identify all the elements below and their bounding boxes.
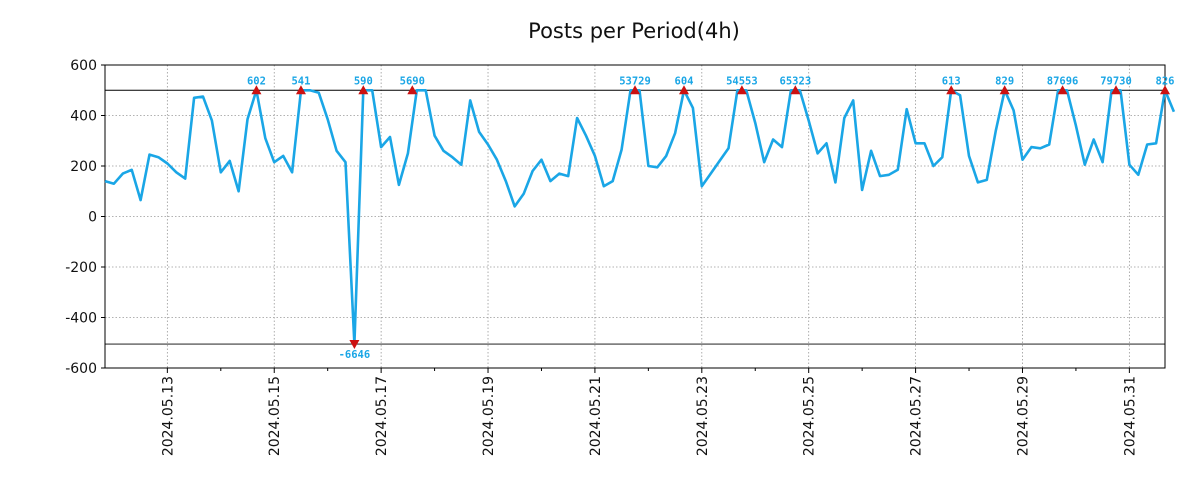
peak-label: 604: [675, 75, 694, 87]
y-tick-label: 400: [70, 109, 97, 125]
x-tick-label: 2024.05.27: [909, 376, 925, 456]
x-tick-label: 2024.05.23: [695, 376, 711, 456]
plot-frame: [104, 64, 1166, 369]
peak-label: 541: [291, 75, 310, 87]
peak-marker-up: [1111, 85, 1122, 95]
x-tick-label: 2024.05.21: [588, 376, 604, 456]
peak-marker-down: [349, 340, 360, 350]
peak-marker-up: [790, 85, 801, 95]
x-tick-label: 2024.05.31: [1122, 376, 1138, 456]
y-tick-label: -200: [65, 260, 97, 276]
peak-marker-up: [1057, 85, 1068, 95]
y-tick-label: 600: [70, 58, 97, 74]
chart-title: Posts per Period(4h): [528, 19, 740, 43]
peak-markers: [251, 85, 1170, 350]
peak-label: 65323: [780, 75, 812, 87]
y-tick-label: -400: [65, 311, 97, 327]
peak-marker-up: [1160, 85, 1170, 95]
peak-label: 613: [942, 75, 961, 87]
peak-marker-up: [999, 85, 1010, 95]
x-tick-label: 2024.05.19: [481, 376, 497, 456]
peak-label: 53729: [619, 75, 651, 87]
peak-marker-up: [407, 85, 418, 95]
peak-marker-up: [358, 85, 369, 95]
peak-marker-up: [946, 85, 957, 95]
peak-label: 829: [995, 75, 1014, 87]
x-tick-label: 2024.05.29: [1015, 376, 1031, 456]
peak-label: 54553: [726, 75, 758, 87]
peak-marker-up: [251, 85, 262, 95]
x-tick-label: 2024.05.15: [267, 376, 283, 456]
peak-marker-up: [736, 85, 747, 95]
x-tick-label: 2024.05.13: [160, 376, 176, 456]
peak-labels: 602 541 -6646 590 5690 53729 604 54553 65323 613 8…: [247, 75, 1175, 361]
y-tick-label: -600: [65, 361, 97, 377]
grid: [105, 65, 1165, 368]
peak-marker-up: [295, 85, 306, 95]
y-tick-label: 0: [88, 210, 97, 226]
y-tick-label: 200: [70, 159, 97, 175]
series-line-posts: [104, 89, 1176, 346]
peak-label: 602: [247, 75, 266, 87]
data-series: [104, 89, 1176, 346]
axes: 600 400 200 0 -200 -400 -600 2024.05.13 2024.05.…: [65, 58, 1166, 456]
peak-marker-up: [630, 85, 640, 95]
peak-marker-up: [678, 85, 689, 95]
peak-label: 826: [1156, 75, 1175, 87]
peak-label: 87696: [1047, 75, 1079, 87]
x-tick-label: 2024.05.17: [374, 376, 390, 456]
peak-label: 590: [354, 75, 373, 87]
peak-label: 79730: [1100, 75, 1132, 87]
x-tick-label: 2024.05.25: [802, 376, 818, 456]
trough-label: -6646: [339, 349, 371, 361]
peak-label: 5690: [400, 75, 425, 87]
